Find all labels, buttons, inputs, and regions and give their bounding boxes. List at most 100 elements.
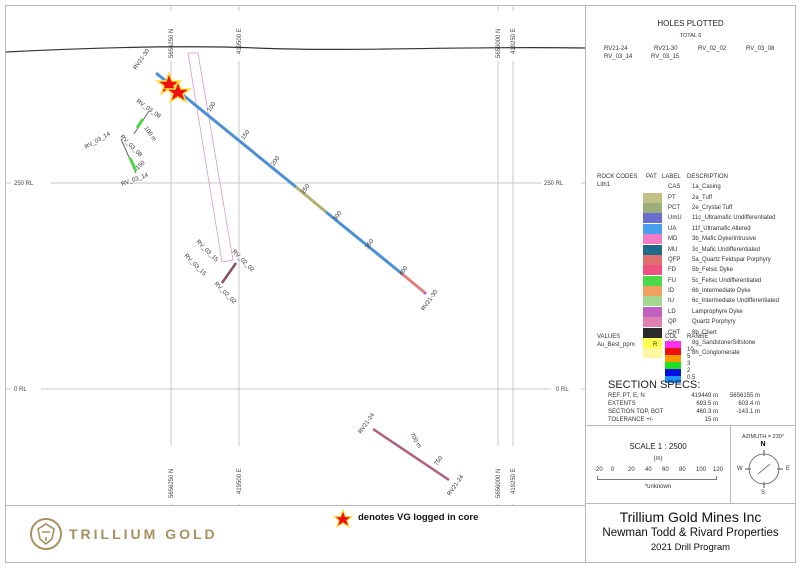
au-color-swatch: [665, 355, 681, 362]
section-map-frame: 5656250 N 419500 E 5656000 N 419250 E 56…: [5, 5, 586, 506]
hole-label-rv-03-14-b: RV_03_14: [121, 172, 150, 188]
hole-list-item: RV_02_02: [698, 46, 727, 52]
legend-description: 2a_Tuff: [692, 194, 713, 201]
legend-swatch: [643, 234, 662, 245]
pat-header: PAT: [646, 174, 657, 180]
depth-label-350: 350: [365, 238, 376, 250]
hole-label-rv21-24-bottom: RV21-24: [447, 474, 466, 497]
topography-line: [6, 46, 585, 53]
scale-title: SCALE 1 : 2500: [629, 442, 687, 451]
scale-tick-label: 40: [645, 467, 652, 473]
label-header: LABEL: [662, 174, 681, 180]
legend-description: 6b_Intermediate Dyke: [692, 288, 751, 295]
legend-description: 2e_Crystal Tuff: [692, 204, 733, 211]
spec-row: REF. PT. E, N 419449 m 5656155 m: [608, 393, 793, 401]
legend-row: FD 5b_Felsic Dyke: [592, 265, 779, 276]
vg-star-icon: [163, 78, 193, 104]
drillhole-rv21-24[interactable]: RV21-24 700 m 750 RV21-24: [358, 412, 466, 497]
holes-plotted-title: HOLES PLOTTED: [657, 19, 724, 28]
legend-description: 8b_Chert: [692, 329, 717, 336]
legend-swatch: [643, 202, 662, 213]
au-ranges: 10 5 3 2 0.5: [687, 347, 695, 382]
legend-panel: HOLES PLOTTED TOTAL 6 RV21-24 RV21-30 RV…: [585, 5, 796, 426]
drillhole-rv-03-08[interactable]: RV_03_08 100 m RV_03_08: [119, 99, 162, 159]
legend-description: Quartz Porphyry: [692, 319, 736, 326]
scale-ticks: -20 0 20 40 60 80 100 120: [594, 467, 724, 475]
compass-icon: [745, 450, 783, 488]
hole-label-rv-03-08: RV_03_08: [135, 99, 162, 120]
legend-description: Lamprophyre Dyke: [692, 308, 743, 315]
au-range-value: 2: [687, 368, 691, 374]
legend-swatch: [643, 244, 662, 255]
scale-bar: [597, 476, 717, 480]
legend-description: 8g_Sandstone/Siltstone: [692, 340, 756, 347]
compass-s: S: [761, 490, 766, 496]
grid-label-top-3: 419250 E: [511, 28, 517, 54]
legend-swatch: [643, 192, 662, 203]
depth-label-100m: 100 m: [142, 126, 156, 143]
legend-code: PCT: [668, 204, 680, 211]
legend-row: UmU 11c_Ultramafic Undifferentiated: [592, 213, 779, 224]
au-color-swatch: [665, 362, 681, 369]
title-block: Trillium Gold Mines Inc Newman Todd & Ri…: [585, 503, 796, 563]
legend-row: QFP 5a_Quartz Feldspar Porphyry: [592, 254, 779, 265]
rl-label-left-0: 0 RL: [14, 387, 27, 393]
legend-description: 3c_Mafic Undifferentiated: [692, 246, 760, 253]
legend-code: UmU: [668, 215, 682, 222]
col-header: COL: [665, 334, 678, 340]
spec-value-1: 15 m: [704, 417, 718, 423]
spec-value-1: 693.5 m: [696, 401, 718, 407]
legend-code: IU: [668, 298, 674, 305]
drillhole-rv-02-02[interactable]: RV_02_02 RV_02_02: [213, 249, 256, 306]
lith-set: Lith1: [597, 182, 611, 188]
legend-row: MD 3b_Mafic Dyke/Intrusive: [592, 234, 779, 245]
au-range-value: 3: [687, 361, 691, 367]
au-color-swatch: [665, 376, 681, 383]
legend-row: CHT 8b_Chert: [592, 327, 779, 338]
rl-label-right-250: 250 RL: [544, 181, 564, 187]
au-range-value: 5: [687, 354, 691, 360]
grid-label-top-0: 5656250 N: [169, 29, 175, 58]
vg-note: denotes VG logged in core: [358, 512, 479, 523]
legend-row: LD Lamprophyre Dyke: [592, 306, 779, 317]
scale-tick-label: 120: [713, 467, 724, 473]
legend-row: QP Quartz Porphyry: [592, 317, 779, 328]
legend-swatch: [643, 286, 662, 297]
holes-total: TOTAL 6: [679, 33, 702, 39]
spec-value-1: 419449 m: [691, 393, 718, 399]
legend-swatch: [643, 223, 662, 234]
section-specs-title: SECTION SPECS:: [608, 379, 701, 391]
legend-swatch: [643, 327, 662, 338]
company-name: Trillium Gold Mines Inc: [619, 509, 762, 525]
depth-label-100: 100: [207, 101, 218, 113]
legend-row: UA 11f_Ultramafic Altered: [592, 223, 779, 234]
drillhole-rv-03-15[interactable]: RV_03_15 RV_03_15: [183, 239, 220, 278]
legend-swatch: [643, 317, 662, 328]
legend-code: CAS: [668, 184, 681, 191]
au-range-value: 10: [687, 347, 694, 353]
scale-note: *unknown: [644, 484, 672, 490]
spec-row: SECTION TOP, BOT 460.3 m -143.1 m: [608, 409, 793, 417]
hole-label-rv-03-14: RV_03_14: [84, 131, 112, 151]
drillhole-rv-03-14[interactable]: RV_03_14 150 RV_03_14: [84, 131, 150, 188]
hole-label-rv-02-02: RV_02_02: [231, 249, 256, 274]
compass-w: W: [737, 466, 743, 472]
au-range-value: 0.5: [687, 375, 696, 381]
spec-row: TOLERANCE +/- 15 m: [608, 417, 793, 425]
section-map: 5656250 N 419500 E 5656000 N 419250 E 56…: [6, 6, 585, 505]
scale-tick-label: 60: [662, 467, 669, 473]
hole-label-rv-03-15: RV_03_15: [195, 239, 220, 264]
value-name: Au_Best_ppm: [597, 342, 635, 348]
legend-swatch: [643, 265, 662, 276]
au-color-swatch: [665, 341, 681, 348]
legend-code: MD: [668, 236, 678, 243]
au-color-swatch: [665, 348, 681, 355]
depth-label-200: 200: [271, 155, 282, 167]
scale-tick-label: 0: [611, 467, 615, 473]
drillhole-rv21-30[interactable]: RV21-30 100 150 200 250 300 350 400 RV21…: [133, 48, 440, 312]
depth-label-400: 400: [399, 265, 410, 277]
au-color-swatch: [665, 369, 681, 376]
depth-label-750: 750: [434, 455, 445, 467]
vg-star-legend-icon: [333, 509, 353, 529]
legend-description: 8h_Conglomerate: [692, 350, 740, 357]
